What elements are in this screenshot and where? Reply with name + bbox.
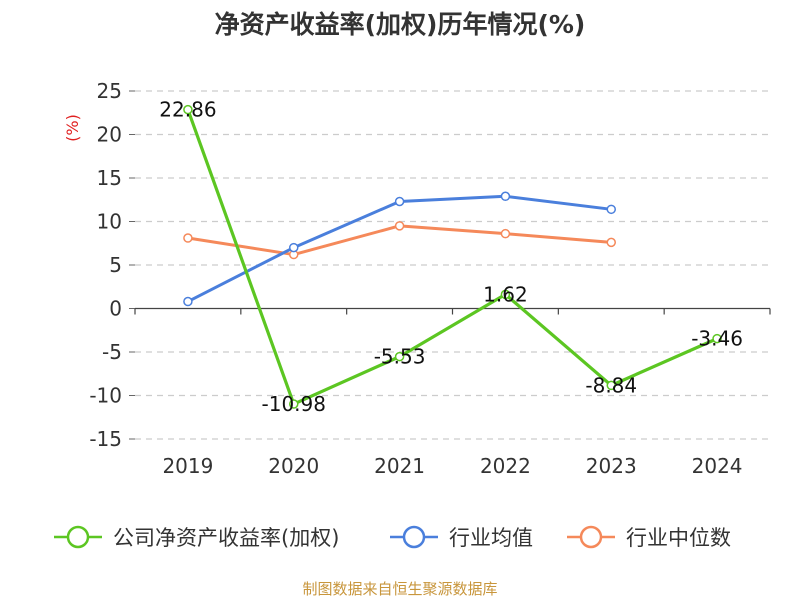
y-tick-label: 10	[97, 210, 122, 234]
data-point	[394, 351, 405, 362]
x-tick-label: 2019	[162, 454, 213, 478]
data-point	[606, 204, 616, 215]
legend-marker	[579, 525, 603, 549]
data-point	[394, 196, 405, 207]
x-tick-label: 2020	[268, 454, 319, 478]
data-label: -5.53	[374, 345, 426, 369]
y-tick-label: -10	[89, 384, 122, 408]
data-point	[606, 237, 616, 248]
data-point	[394, 221, 405, 231]
legend-marker	[66, 525, 90, 549]
y-tick-label: -5	[102, 340, 122, 364]
x-tick-label: 2023	[586, 454, 637, 478]
y-tick-label: 0	[109, 297, 122, 321]
y-tick-label: -15	[89, 427, 122, 451]
y-tick-label: 25	[97, 79, 122, 103]
legend-label: 行业中位数	[626, 526, 731, 550]
data-point	[183, 296, 193, 307]
series-lines	[183, 104, 722, 409]
x-tick-label: 2021	[374, 454, 425, 478]
grid-lines	[135, 90, 770, 440]
data-label: -8.84	[585, 373, 637, 397]
y-axis-unit-label: (%)	[63, 114, 82, 142]
legend-label: 行业均值	[449, 526, 533, 550]
source-note: 制图数据来自恒生聚源数据库	[302, 580, 497, 598]
x-tick-label: 2024	[692, 454, 743, 478]
x-tick-label: 2022	[480, 454, 531, 478]
series-line-0	[186, 109, 718, 406]
chart-title: 净资产收益率(加权)历年情况(%)	[215, 10, 586, 39]
data-label: -10.98	[262, 392, 326, 416]
y-tick-label: 5	[109, 253, 122, 277]
data-point	[183, 233, 193, 243]
data-label: 22.86	[159, 98, 216, 122]
legend-marker	[402, 525, 426, 549]
data-point	[500, 191, 511, 202]
legend-label: 公司净资产收益率(加权)	[113, 526, 339, 550]
legend: 公司净资产收益率(加权) 行业均值 行业中位数	[54, 525, 731, 550]
y-tick-label: 15	[97, 166, 122, 190]
data-point	[183, 104, 193, 115]
data-point	[289, 242, 299, 253]
data-point	[500, 228, 511, 239]
x-axis-ticks: 2019 2020 2021 2022 2023 2024	[134, 308, 771, 478]
data-point	[289, 399, 299, 409]
data-point	[500, 289, 511, 300]
data-labels: 22.86 -10.98 -5.53 1.62 -8.84 -3.46	[159, 98, 743, 416]
y-axis-ticks: 25 20 15 10 5 0 -5 -10 -15	[89, 79, 135, 451]
data-point	[606, 380, 616, 391]
y-tick-label: 20	[97, 123, 122, 147]
data-point	[712, 333, 722, 344]
data-label: -3.46	[691, 327, 743, 351]
data-label: 1.62	[483, 282, 528, 306]
